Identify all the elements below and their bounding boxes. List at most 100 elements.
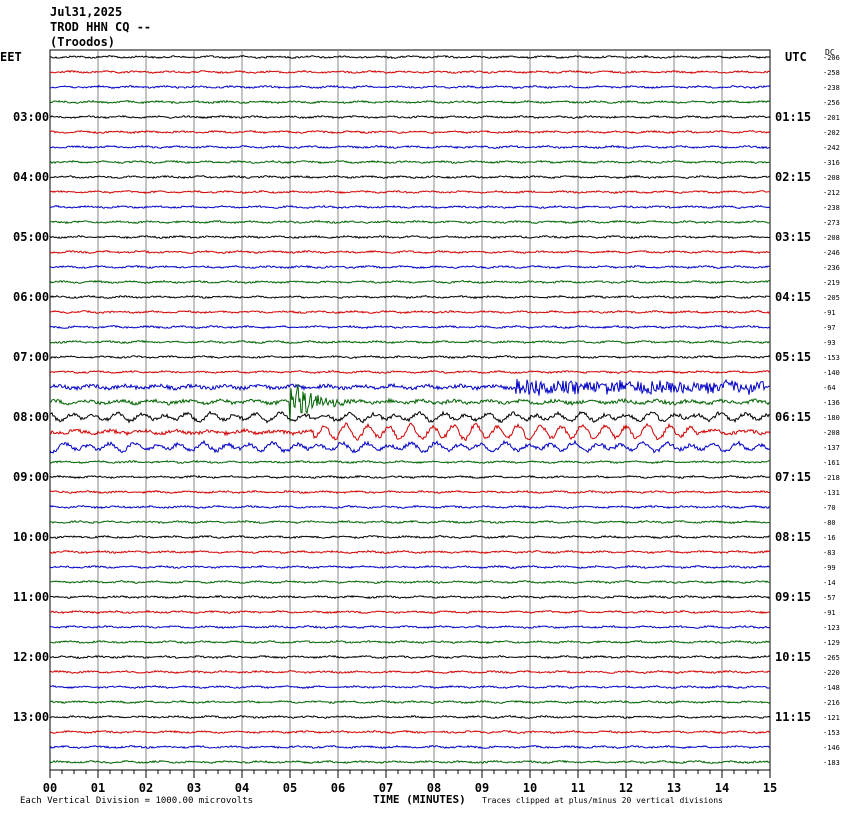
trace-line	[49, 459, 771, 465]
dc-offset-label: -70	[823, 504, 836, 512]
trace-line	[49, 324, 771, 330]
right-hour-label: 03:15	[775, 230, 811, 244]
dc-offset-label: -242	[823, 144, 840, 152]
trace-line	[49, 144, 771, 150]
right-hour-label: 07:15	[775, 470, 811, 484]
left-hour-label: 12:00	[13, 650, 49, 664]
trace-line	[49, 204, 771, 210]
dc-offset-label: -208	[823, 429, 840, 437]
footer-scale: Each Vertical Division = 1000.00 microvo…	[20, 796, 253, 806]
dc-offset-label: -123	[823, 624, 840, 632]
trace-line	[49, 699, 771, 705]
dc-offset-label: -131	[823, 489, 840, 497]
right-timezone: UTC	[785, 50, 807, 64]
trace-line	[49, 294, 771, 300]
dc-offset-label: -93	[823, 339, 836, 347]
dc-offset-label: -265	[823, 654, 840, 662]
trace-line	[49, 249, 771, 255]
trace-line	[49, 189, 771, 195]
dc-offset-label: -140	[823, 369, 840, 377]
trace-line	[49, 234, 771, 240]
right-hour-label: 05:15	[775, 350, 811, 364]
trace-line	[49, 684, 771, 690]
trace-line	[49, 744, 771, 750]
trace-line	[49, 654, 771, 660]
x-tick-label: 04	[235, 781, 249, 795]
x-tick-label: 00	[43, 781, 57, 795]
header-date: Jul31,2025	[50, 5, 123, 19]
dc-offset-label: -91	[823, 309, 836, 317]
dc-offset-label: -153	[823, 354, 840, 362]
trace-line	[49, 159, 771, 165]
dc-offset-label: -161	[823, 459, 840, 467]
dc-offset-label: -256	[823, 99, 840, 107]
dc-offset-label: -246	[823, 249, 840, 257]
x-tick-label: 07	[379, 781, 393, 795]
left-hour-label: 10:00	[13, 530, 49, 544]
x-tick-label: 15	[763, 781, 777, 795]
left-hour-label: 08:00	[13, 410, 49, 424]
dc-offset-label: -180	[823, 414, 840, 422]
trace-line	[49, 378, 771, 396]
x-tick-label: 10	[523, 781, 537, 795]
x-tick-label: 06	[331, 781, 345, 795]
dc-offset-label: -238	[823, 84, 840, 92]
dc-offset-label: -258	[823, 69, 840, 77]
left-hour-label: 13:00	[13, 710, 49, 724]
dc-offset-label: -236	[823, 264, 840, 272]
x-tick-label: 01	[91, 781, 105, 795]
dc-offset-label: -14	[823, 579, 836, 587]
trace-line	[49, 549, 771, 555]
trace-line	[49, 219, 771, 225]
trace-line	[49, 339, 771, 345]
x-tick-label: 14	[715, 781, 729, 795]
dc-offset-label: -202	[823, 129, 840, 137]
trace-line	[49, 609, 771, 615]
dc-offset-label: -97	[823, 324, 836, 332]
plot-frame	[49, 49, 771, 771]
trace-line	[49, 369, 771, 375]
trace-line	[49, 519, 771, 525]
trace-line	[49, 474, 771, 480]
right-hour-label: 06:15	[775, 410, 811, 424]
trace-line	[49, 114, 771, 120]
trace-line	[49, 729, 771, 735]
dc-offset-label: -273	[823, 219, 840, 227]
dc-offset-label: -316	[823, 159, 840, 167]
dc-offset-label: -80	[823, 519, 836, 527]
x-tick-label: 02	[139, 781, 153, 795]
trace-line	[49, 264, 771, 270]
x-tick-label: 12	[619, 781, 633, 795]
dc-offset-label: -83	[823, 549, 836, 557]
trace-line	[49, 422, 771, 442]
right-hour-label: 08:15	[775, 530, 811, 544]
x-tick-label: 05	[283, 781, 297, 795]
dc-offset-label: -238	[823, 204, 840, 212]
trace-line	[49, 129, 771, 135]
left-hour-label: 03:00	[13, 110, 49, 124]
dc-offset-label: -205	[823, 294, 840, 302]
dc-offset-label: -16	[823, 534, 836, 542]
dc-offset-label: -148	[823, 684, 840, 692]
trace-line	[49, 410, 771, 424]
trace-line	[49, 534, 770, 540]
trace-line	[49, 564, 771, 570]
left-hour-label: 05:00	[13, 230, 49, 244]
right-hour-label: 02:15	[775, 170, 811, 184]
dc-offset-label: -183	[823, 759, 840, 767]
trace-line	[49, 714, 771, 719]
dc-offset-label: -220	[823, 669, 840, 677]
trace-line	[49, 489, 771, 494]
dc-label: DC	[825, 48, 835, 57]
left-hour-label: 06:00	[13, 290, 49, 304]
dc-offset-label: -201	[823, 114, 840, 122]
header-station: TROD HHN CQ --	[50, 20, 152, 34]
trace-line	[49, 99, 771, 105]
x-tick-label: 03	[187, 781, 201, 795]
trace-line	[49, 624, 771, 630]
dc-offset-label: -212	[823, 189, 840, 197]
trace-line	[49, 69, 771, 75]
dc-offset-label: -218	[823, 474, 840, 482]
x-tick-label: 08	[427, 781, 441, 795]
trace-line	[49, 504, 771, 510]
